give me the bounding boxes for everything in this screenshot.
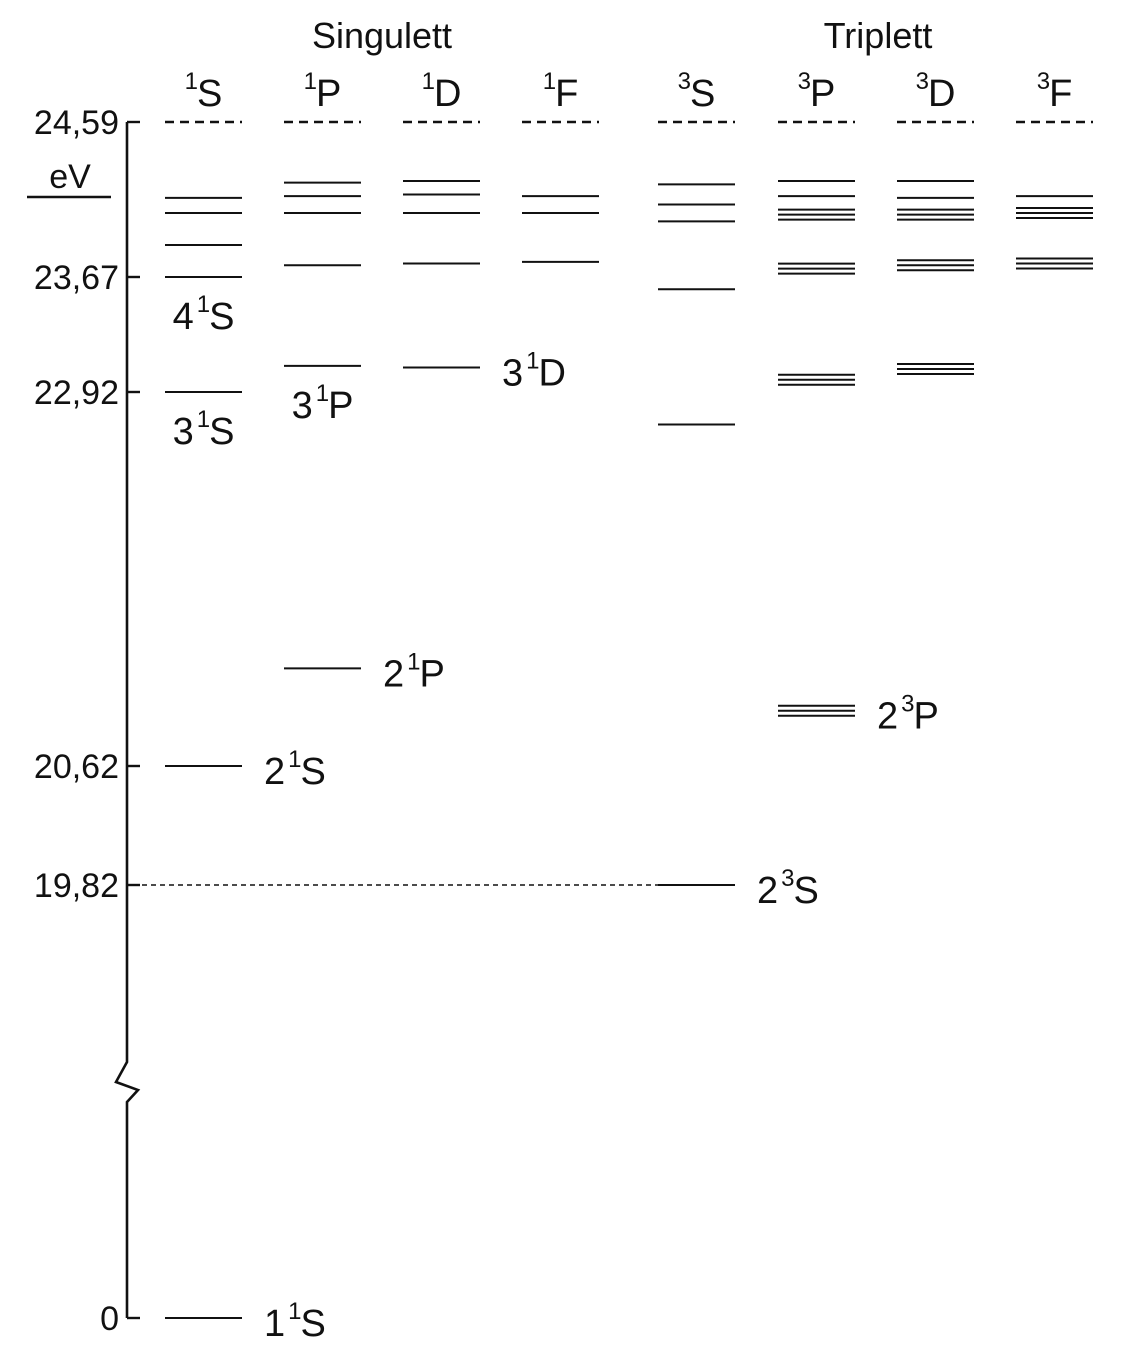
column-header-1D: 1D <box>422 68 462 115</box>
state-label: 2 3S <box>757 865 819 912</box>
axis-tick-label: 19,82 <box>34 867 119 905</box>
energy-levels <box>165 120 1093 1319</box>
energy-axis: 24,59 23,67 22,92 20,62 19,82 0 eV <box>27 104 658 1338</box>
column-headers: Singulett Triplett 1S 1P 1D 1F 3S 3P 3D 3F <box>185 15 1073 115</box>
axis-tick-label: 24,59 <box>34 104 119 142</box>
axis-line <box>114 122 141 1318</box>
column-header-1F: 1F <box>543 68 579 115</box>
column-header-3P: 3P <box>798 68 836 115</box>
axis-tick-label: 22,92 <box>34 374 119 412</box>
column-header-3F: 3F <box>1037 68 1073 115</box>
column-header-1P: 1P <box>304 68 342 115</box>
state-label: 2 1S <box>264 746 326 793</box>
axis-tick-label: 20,62 <box>34 748 119 786</box>
state-label: 4 1S <box>173 291 235 338</box>
state-label: 2 3P <box>877 691 939 738</box>
state-label: 3 1S <box>173 406 235 453</box>
column-header-3S: 3S <box>678 68 716 115</box>
axis-tick-label: 0 <box>100 1300 119 1338</box>
state-label: 1 1S <box>264 1298 326 1345</box>
axis-tick-label: 23,67 <box>34 259 119 297</box>
state-labels: 4 1S 3 1S 3 1P 3 1D 2 1P 2 1S 2 3P 2 3S 1 1S <box>173 291 939 1345</box>
state-label: 3 1D <box>502 347 566 394</box>
column-header-3D: 3D <box>916 68 956 115</box>
state-label: 3 1P <box>292 380 354 427</box>
state-label: 2 1P <box>383 648 445 695</box>
axis-unit-label: eV <box>49 158 91 196</box>
column-header-1S: 1S <box>185 68 223 115</box>
group-title-singlet: Singulett <box>312 15 452 56</box>
group-title-triplet: Triplett <box>824 15 933 56</box>
